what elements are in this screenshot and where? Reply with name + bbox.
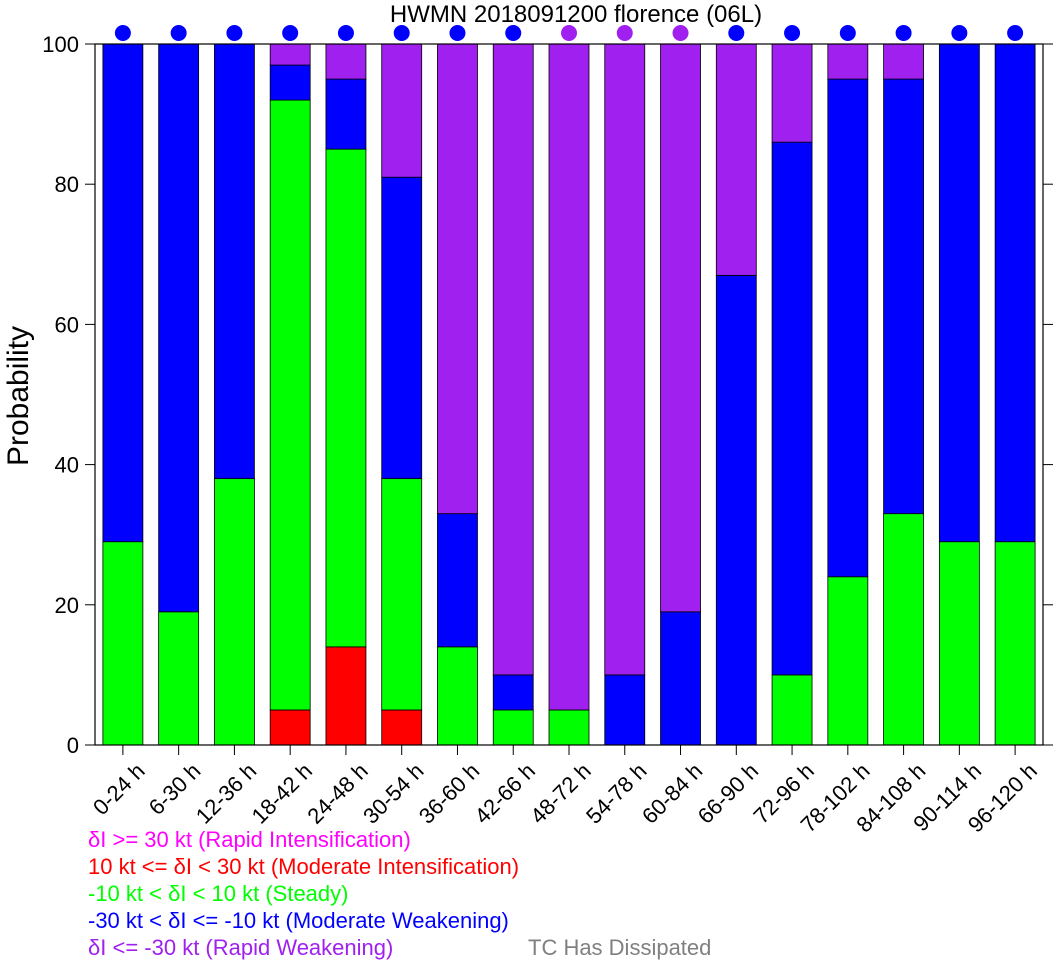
top-marker-15 (951, 25, 968, 41)
bar-segment-mw-14 (883, 78, 924, 515)
bar-segment-rw-4 (325, 43, 367, 80)
top-marker-16 (1007, 25, 1024, 41)
top-marker-6 (449, 25, 466, 41)
legend-item-moderate-weakening: -30 kt < δI <= -10 kt (Moderate Weakenin… (88, 908, 509, 933)
bar-segment-rw-6 (437, 43, 478, 515)
x-tick-label-2: 12-36 h (191, 758, 261, 828)
legend-item-dissipated: TC Has Dissipated (528, 935, 712, 960)
top-marker-9 (616, 25, 633, 41)
top-marker-4 (337, 25, 354, 41)
markers-layer (114, 25, 1024, 41)
bar-segment-mw-9 (604, 674, 646, 746)
bar-segment-mw-5 (381, 176, 423, 480)
top-marker-13 (839, 25, 856, 41)
bar-segment-rw-9 (604, 43, 646, 676)
bar-segment-rw-3 (269, 43, 311, 66)
bar-segment-steady-4 (325, 148, 367, 648)
x-tick-label-7: 42-66 h (470, 758, 540, 828)
bar-segment-rw-10 (660, 43, 701, 613)
x-tick-label-4: 24-48 h (302, 758, 372, 828)
bar-segment-rw-13 (827, 43, 869, 80)
bar-segment-mi-5 (381, 709, 423, 746)
y-tick-label-1: 20 (55, 593, 79, 618)
x-tick-label-0: 0-24 h (88, 758, 150, 820)
top-marker-10 (672, 25, 689, 41)
x-tick-label-8: 48-72 h (525, 758, 595, 828)
bar-segment-mw-16 (994, 43, 1036, 543)
bar-segment-mw-6 (437, 513, 478, 648)
top-marker-5 (393, 25, 410, 41)
bar-segment-steady-3 (269, 99, 311, 711)
top-marker-3 (282, 25, 299, 41)
legend-item-moderate-intensification: 10 kt <= δI < 30 kt (Moderate Intensific… (88, 854, 520, 879)
x-tick-label-11: 66-90 h (693, 758, 763, 828)
top-marker-14 (895, 25, 912, 41)
bar-segment-steady-5 (381, 478, 423, 711)
bar-segment-steady-0 (102, 541, 144, 746)
top-marker-8 (561, 25, 577, 41)
bar-segment-mw-2 (214, 43, 255, 480)
bar-segment-steady-15 (938, 541, 980, 746)
bar-segment-steady-2 (214, 478, 255, 746)
bar-segment-steady-16 (994, 541, 1036, 746)
y-tick-label-0: 0 (67, 733, 79, 758)
bar-segment-mw-10 (660, 611, 701, 746)
x-tick-label-3: 18-42 h (247, 758, 317, 828)
bar-segment-steady-12 (771, 674, 813, 746)
top-marker-2 (226, 25, 243, 41)
legend-item-steady: -10 kt < δI < 10 kt (Steady) (88, 881, 349, 906)
bar-segment-mw-4 (325, 78, 367, 150)
x-tick-label-10: 60-84 h (637, 758, 707, 828)
legend-item-rapid-weakening: δI <= -30 kt (Rapid Weakening) (88, 935, 394, 960)
chart-title: HWMN 2018091200 florence (06L) (390, 1, 762, 28)
top-marker-12 (784, 25, 801, 41)
bar-segment-rw-11 (715, 43, 757, 276)
bar-segment-mw-7 (492, 674, 534, 711)
bar-segment-mw-13 (827, 78, 869, 578)
bar-segment-mw-3 (269, 64, 311, 101)
bar-segment-steady-14 (883, 513, 924, 746)
x-tick-label-6: 36-60 h (414, 758, 484, 828)
bar-segment-mi-3 (269, 709, 311, 746)
bar-segment-mi-4 (325, 646, 367, 746)
bar-segment-rw-12 (771, 43, 813, 143)
y-tick-label-3: 60 (55, 312, 79, 337)
bar-segment-steady-7 (492, 709, 534, 746)
bar-segment-steady-13 (827, 576, 869, 746)
bar-segment-rw-14 (883, 43, 924, 80)
bar-segment-steady-6 (437, 646, 478, 746)
bar-segment-mw-12 (771, 141, 813, 676)
y-tick-label-2: 40 (55, 453, 79, 478)
x-tick-label-9: 54-78 h (581, 758, 651, 828)
bars-layer (102, 43, 1036, 746)
bar-segment-mw-15 (938, 43, 980, 543)
top-marker-7 (505, 25, 522, 41)
top-marker-1 (170, 25, 187, 41)
bar-segment-rw-8 (548, 43, 590, 711)
y-tick-label-4: 80 (55, 172, 79, 197)
bar-segment-rw-5 (381, 43, 423, 178)
bar-segment-mw-1 (158, 43, 200, 613)
top-marker-11 (728, 25, 745, 41)
y-tick-label-5: 100 (42, 32, 79, 57)
legend: δI >= 30 kt (Rapid Intensification) 10 k… (88, 826, 519, 961)
plot-frame (94, 43, 1044, 746)
bar-segment-mw-0 (102, 43, 144, 543)
bar-segment-rw-7 (492, 43, 534, 676)
y-axis-label: Probability (2, 326, 35, 466)
bar-segment-steady-8 (548, 709, 590, 746)
x-tick-label-5: 30-54 h (358, 758, 428, 828)
bar-segment-steady-1 (158, 611, 200, 746)
bar-segment-mw-11 (715, 274, 757, 746)
legend-item-rapid-intensification: δI >= 30 kt (Rapid Intensification) (88, 827, 411, 852)
top-marker-0 (114, 25, 131, 41)
